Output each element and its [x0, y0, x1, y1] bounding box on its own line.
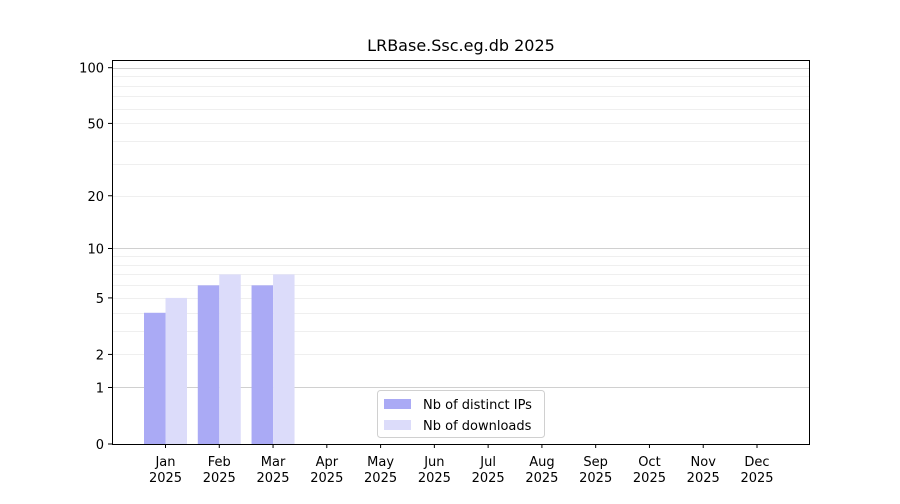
x-tick-label-line: Feb	[208, 455, 231, 470]
legend-label: Nb of downloads	[423, 419, 532, 434]
y-tick-label: 10	[87, 242, 104, 257]
x-tick-label: Apr 2025	[310, 455, 343, 486]
plot-frame	[112, 60, 810, 445]
x-tick-label-line: 2025	[203, 471, 236, 486]
x-tick-label-line: 2025	[633, 471, 666, 486]
x-tick-label-line: 2025	[740, 471, 773, 486]
x-tick-label: Jun 2025	[418, 455, 451, 486]
x-tick-label: May 2025	[364, 455, 397, 486]
x-tick-label-line: 2025	[472, 471, 505, 486]
x-tick-label-line: 2025	[364, 471, 397, 486]
x-tick-label: Dec 2025	[740, 455, 773, 486]
x-tick-label-line: 2025	[256, 471, 289, 486]
bar-distinct-ips	[197, 285, 220, 444]
legend-swatch	[384, 399, 411, 409]
bar-downloads	[165, 297, 187, 444]
legend-swatch	[384, 420, 411, 430]
x-tick-label-line: Dec	[744, 455, 769, 470]
x-tick-label-line: Mar	[261, 455, 286, 470]
bar-downloads	[219, 274, 241, 444]
x-tick-label-line: 2025	[687, 471, 720, 486]
x-tick-label-line: 2025	[418, 471, 451, 486]
x-tick-label: Oct 2025	[633, 455, 666, 486]
bar-distinct-ips	[251, 285, 274, 444]
x-tick-label: Jul 2025	[472, 455, 505, 486]
x-tick-label-line: Jan	[154, 455, 175, 470]
x-tick-label: Mar 2025	[256, 455, 289, 486]
bars	[144, 274, 295, 444]
x-tick-label: Jan 2025	[149, 455, 182, 486]
x-tick-label: Feb 2025	[203, 455, 236, 486]
y-tick-label: 0	[96, 438, 104, 453]
x-tick-label-line: 2025	[579, 471, 612, 486]
x-tick-label-line: Oct	[638, 455, 660, 470]
legend: Nb of distinct IPs Nb of downloads	[377, 390, 545, 438]
x-tick-label-line: 2025	[310, 471, 343, 486]
x-tick-label-line: May	[367, 455, 394, 470]
y-tick-label: 100	[79, 62, 104, 77]
y-axis: 0 1 2 5 10 20 50 100	[79, 62, 112, 453]
x-tick-label-line: Jul	[479, 455, 496, 470]
x-tick-label-line: 2025	[149, 471, 182, 486]
x-tick-label: Nov 2025	[687, 455, 720, 486]
x-tick-label: Aug 2025	[525, 455, 558, 486]
x-tick-label-line: Aug	[529, 455, 554, 470]
y-tick-label: 1	[96, 381, 104, 396]
legend-box	[377, 390, 545, 438]
x-tick-label-line: 2025	[525, 471, 558, 486]
y-tick-label: 20	[87, 190, 104, 205]
x-tick-label: Sep 2025	[579, 455, 612, 486]
x-tick-label-line: Sep	[583, 455, 608, 470]
y-tick-label: 50	[87, 117, 104, 132]
y-tick-label: 5	[96, 292, 104, 307]
bar-downloads	[273, 274, 295, 444]
chart-title: LRBase.Ssc.eg.db 2025	[367, 36, 555, 55]
y-tick-label: 2	[96, 348, 104, 363]
bar-distinct-ips	[144, 312, 166, 444]
legend-label: Nb of distinct IPs	[423, 398, 532, 413]
x-tick-label-line: Nov	[691, 455, 717, 470]
x-tick-label-line: Jun	[423, 455, 444, 470]
x-tick-label-line: Apr	[316, 455, 339, 470]
